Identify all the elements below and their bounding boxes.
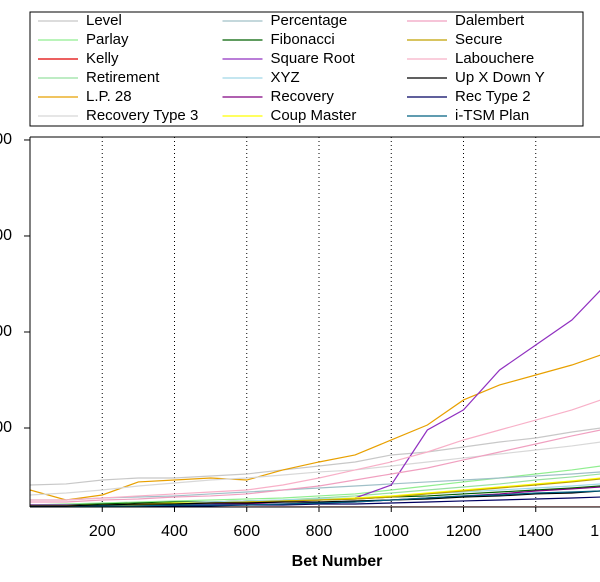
legend-label: i-TSM Plan [455, 107, 529, 124]
series-line [30, 465, 600, 506]
legend-label: Up X Down Y [455, 69, 545, 86]
legend-label: Secure [455, 31, 503, 48]
series-line [30, 399, 600, 501]
legend-label: Percentage [271, 12, 348, 29]
legend-label: XYZ [271, 69, 300, 86]
x-tick-label: 1200 [446, 523, 482, 540]
plot-lines [30, 289, 600, 507]
series-line [30, 471, 600, 501]
x-tick-label: 800 [306, 523, 333, 540]
series-line [30, 490, 600, 507]
legend-box [29, 11, 584, 127]
legend-label: Level [86, 12, 122, 29]
legend-label: Retirement [86, 69, 160, 86]
y-tick-label: 4000 [0, 131, 12, 148]
series-line [30, 354, 600, 501]
legend-label: Labouchere [455, 50, 534, 67]
legend-label: Square Root [271, 50, 356, 67]
legend-label: Kelly [86, 50, 119, 67]
x-tick-label: 1600 [590, 523, 600, 540]
legend-label: Parlay [86, 31, 129, 48]
x-tick-label: 1400 [518, 523, 554, 540]
series-line [30, 490, 600, 507]
y-tick-label: 2000 [0, 323, 12, 340]
series-line [30, 427, 600, 486]
ticks: 200 400 600 800 1000 1200 1400 1600 1000 2000 3000… [0, 131, 600, 540]
legend-label: L.P. 28 [86, 88, 132, 105]
legend-label: Recovery [271, 88, 335, 105]
x-tick-label: 400 [161, 523, 188, 540]
series-line [30, 478, 600, 507]
y-tick-label: 3000 [0, 227, 12, 244]
series-line [30, 289, 600, 507]
legend-label: Fibonacci [271, 31, 335, 48]
y-tick-label: 1000 [0, 419, 12, 436]
x-tick-label: 1000 [373, 523, 409, 540]
legend-label: Rec Type 2 [455, 88, 531, 105]
legend-label: Coup Master [271, 107, 357, 124]
series-line [30, 429, 600, 503]
legend-label: Recovery Type 3 [86, 107, 198, 124]
legend-label: Dalembert [455, 12, 525, 29]
x-axis-label: Bet Number [292, 553, 383, 570]
x-tick-label: 600 [233, 523, 260, 540]
grid [101, 137, 537, 507]
series-line [30, 441, 600, 496]
legend: Level Parlay Kelly Retirement L.P. 28 Recover… [38, 12, 545, 124]
x-tick-label: 200 [89, 523, 116, 540]
